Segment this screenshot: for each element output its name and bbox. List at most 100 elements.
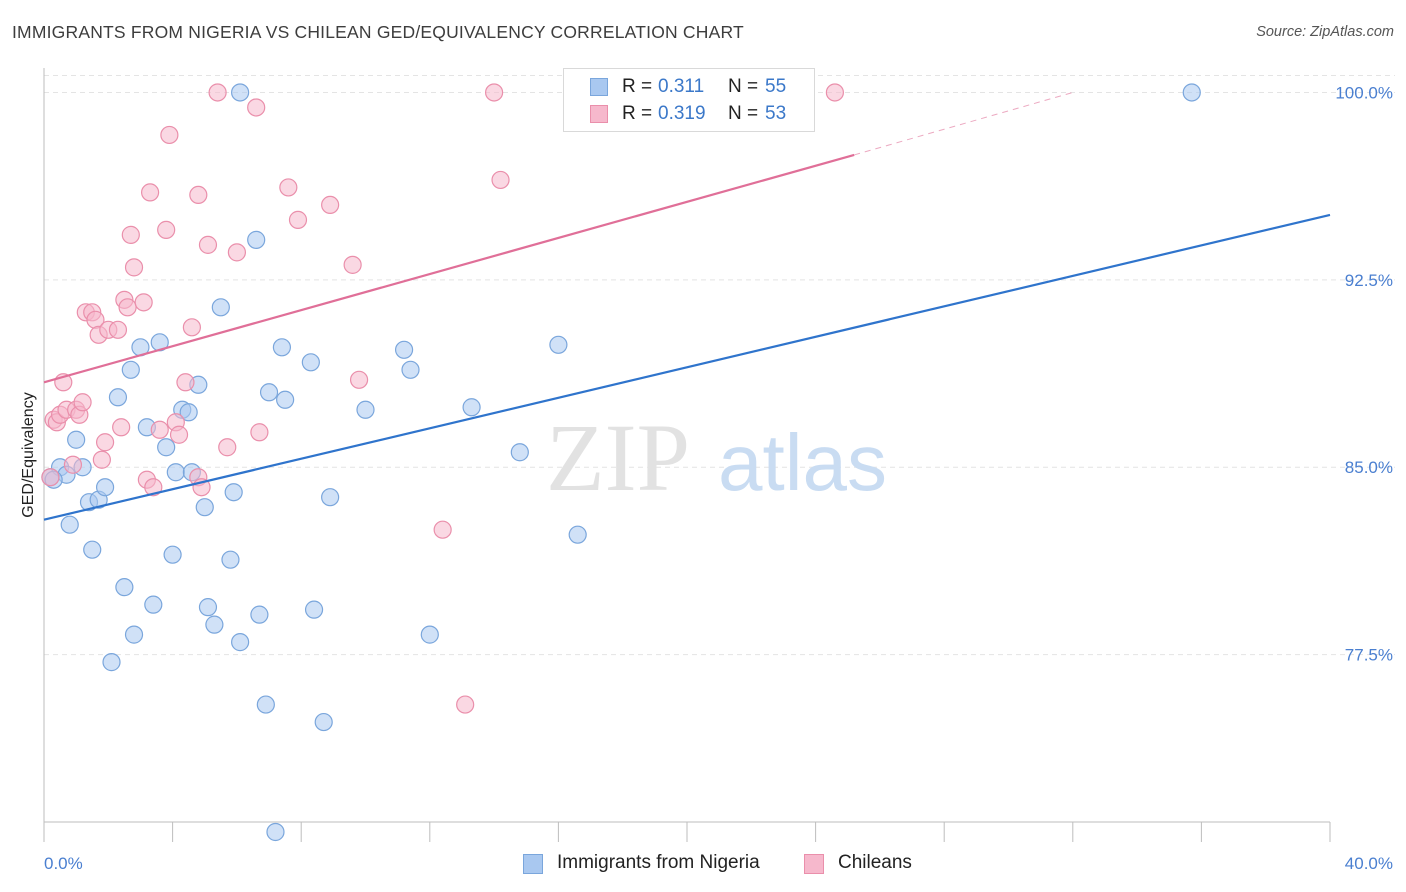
legend-n-value-chileans: 53 — [765, 103, 787, 124]
chileans-point — [121, 225, 140, 244]
legend-n-label: N = — [728, 103, 759, 124]
nigeria-point — [121, 360, 140, 379]
watermark-zip: ZIP — [546, 404, 690, 511]
tick-labels: 77.5% 85.0% 92.5% 100.0% 0.0% 40.0% — [44, 83, 1393, 873]
watermark: ZIP atlas — [546, 404, 887, 511]
nigeria-point — [124, 625, 144, 644]
legend: R = 0.311 N = 55 R = 0.319 N = 53 — [563, 68, 815, 132]
nigeria-point — [205, 615, 224, 634]
chileans-point — [456, 695, 475, 714]
nigeria-point — [95, 478, 115, 497]
nigeria-point — [276, 390, 295, 409]
bottom-legend-label-chileans: Chileans — [838, 852, 912, 873]
nigeria-point — [250, 605, 269, 624]
chileans-point — [182, 318, 201, 337]
chileans-point — [140, 183, 160, 202]
x-tick-label: 0.0% — [44, 854, 83, 873]
chileans-point — [491, 170, 510, 190]
chart-title: IMMIGRANTS FROM NIGERIA VS CHILEAN GED/E… — [12, 22, 744, 42]
nigeria-point — [462, 398, 481, 417]
nigeria-point — [198, 598, 218, 617]
nigeria-point — [115, 578, 134, 597]
y-axis-label: GED/Equivalency — [20, 392, 37, 517]
legend-n-value-nigeria: 55 — [765, 76, 787, 97]
nigeria-point — [568, 525, 587, 544]
legend-swatch-nigeria — [590, 78, 608, 96]
chileans-trend-extension — [854, 91, 1073, 156]
watermark-atlas: atlas — [718, 418, 887, 507]
y-tick-label: 92.5% — [1345, 271, 1393, 290]
source-label: Source: ZipAtlas.com — [1256, 24, 1394, 40]
chileans-point — [160, 125, 179, 145]
chileans-point — [485, 83, 504, 102]
nigeria-point — [321, 488, 340, 507]
nigeria-point — [179, 403, 198, 422]
nigeria-point — [401, 360, 420, 379]
legend-n-label: N = — [728, 76, 759, 97]
nigeria-point — [108, 388, 128, 407]
gridlines — [44, 74, 1395, 656]
nigeria-point — [304, 600, 324, 619]
chileans-point — [41, 468, 60, 487]
nigeria-point — [231, 633, 250, 652]
nigeria-point — [224, 483, 243, 502]
chileans-point — [134, 293, 153, 312]
nigeria-point — [83, 540, 102, 559]
trend-lines — [43, 91, 1331, 521]
nigeria-point — [259, 383, 279, 402]
axes — [43, 68, 1331, 842]
nigeria-point — [510, 443, 529, 462]
chileans-point — [208, 83, 227, 102]
chileans-point — [189, 185, 208, 205]
chileans-point — [343, 255, 362, 274]
chileans-points — [41, 83, 844, 714]
chileans-point — [227, 243, 246, 262]
chileans-point — [433, 520, 452, 539]
legend-r-value-chileans: 0.319 — [658, 103, 706, 124]
nigeria-point — [549, 335, 568, 354]
chileans-point — [118, 298, 137, 317]
chileans-point — [144, 478, 163, 497]
chileans-point — [63, 455, 83, 474]
x-tick-label: 40.0% — [1345, 854, 1393, 873]
nigeria-point — [166, 463, 185, 482]
chileans-point — [825, 83, 844, 102]
nigeria-point — [67, 430, 86, 449]
chileans-point — [198, 235, 218, 254]
nigeria-point — [394, 340, 414, 359]
chileans-point — [250, 423, 269, 442]
chileans-point — [112, 418, 131, 437]
nigeria-point — [256, 695, 275, 714]
chileans-point — [247, 98, 266, 117]
nigeria-point — [102, 653, 121, 672]
legend-r-value-nigeria: 0.311 — [658, 76, 705, 97]
nigeria-point — [420, 625, 439, 644]
legend-swatch-chileans — [590, 105, 608, 123]
nigeria-trend-line — [43, 213, 1331, 521]
chileans-trend-line — [43, 153, 855, 384]
chileans-point — [157, 220, 176, 239]
y-tick-label: 85.0% — [1345, 458, 1393, 477]
legend-r-label: R = — [622, 76, 653, 97]
chileans-point — [108, 320, 128, 339]
chileans-point — [279, 178, 298, 197]
bottom-legend-swatch-nigeria — [523, 854, 543, 874]
chileans-point — [218, 438, 237, 457]
bottom-legend-label-nigeria: Immigrants from Nigeria — [557, 852, 760, 873]
nigeria-point — [356, 400, 375, 419]
nigeria-point — [60, 515, 79, 534]
nigeria-point — [1182, 83, 1201, 102]
chileans-point — [288, 210, 308, 229]
chileans-point — [150, 420, 169, 439]
chileans-point — [95, 433, 115, 452]
y-tick-label: 77.5% — [1345, 646, 1393, 665]
chileans-point — [176, 373, 195, 392]
chileans-point — [321, 195, 340, 215]
nigeria-point — [221, 550, 240, 569]
nigeria-point — [301, 353, 320, 372]
bottom-legend-swatch-chileans — [804, 854, 824, 874]
legend-r-label: R = — [622, 103, 653, 124]
nigeria-point — [266, 822, 285, 842]
chileans-point — [124, 258, 144, 277]
